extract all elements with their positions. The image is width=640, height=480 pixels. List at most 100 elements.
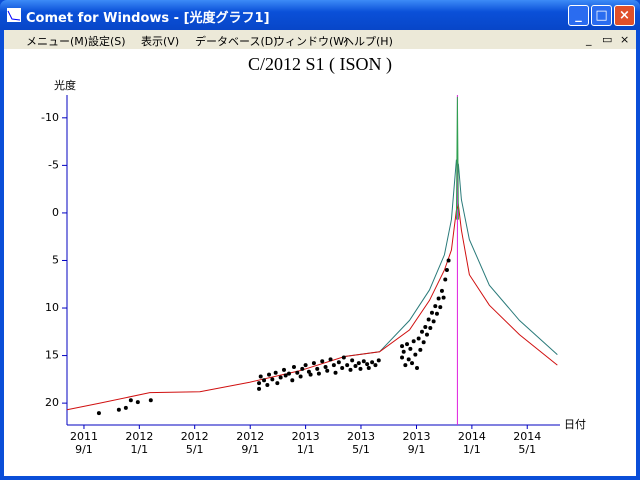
x-tick-label: 2014 — [513, 430, 541, 443]
observation — [413, 352, 418, 357]
y-tick-label: 15 — [45, 349, 59, 362]
y-tick-label: 10 — [45, 301, 59, 314]
maximize-button[interactable]: □ — [591, 5, 612, 26]
observation — [267, 372, 272, 377]
observation — [403, 363, 408, 368]
observation — [281, 367, 286, 372]
observation — [356, 361, 361, 366]
menu-item[interactable]: 表示(V) — [141, 35, 180, 48]
window-title: Comet for Windows - [光度グラフ1] — [26, 11, 270, 26]
observation — [275, 381, 280, 386]
x-tick-label: 2013 — [347, 430, 375, 443]
menu-item[interactable]: 設定(S) — [88, 35, 126, 48]
observation — [345, 363, 350, 368]
minimize-button[interactable]: _ — [568, 5, 589, 26]
observation — [295, 370, 300, 375]
observation — [323, 364, 328, 369]
menu-item[interactable]: ウィンドウ(W) — [274, 35, 349, 48]
observation — [419, 329, 424, 334]
child-restore[interactable]: ▭ — [602, 33, 613, 46]
curve — [344, 159, 558, 358]
observation — [426, 317, 431, 322]
close-button[interactable]: × — [614, 5, 635, 26]
x-tick-label: 9/1 — [241, 443, 259, 456]
observation — [400, 355, 405, 360]
y-tick-label: 20 — [45, 396, 59, 409]
x-tick-label: 5/1 — [352, 443, 370, 456]
x-tick-label: 1/1 — [463, 443, 481, 456]
observation — [411, 339, 416, 344]
observation — [278, 375, 283, 380]
observation — [328, 357, 333, 362]
x-tick-label: 1/1 — [297, 443, 315, 456]
observation — [316, 371, 321, 376]
observation — [438, 305, 443, 310]
observation — [291, 364, 296, 369]
observation — [123, 405, 128, 410]
observation — [365, 362, 370, 367]
chart: C/2012 S1 ( ISON ) 光度 日付 -10 -5 0 5 10 15 20 20… — [41, 54, 586, 456]
observation — [415, 365, 420, 370]
observation — [358, 366, 363, 371]
observation — [408, 346, 413, 351]
y-axis-label: 光度 — [54, 78, 76, 92]
observation — [273, 370, 278, 375]
observation — [366, 365, 371, 370]
observation — [401, 349, 406, 354]
y-tick-label: 5 — [52, 253, 59, 266]
x-tick-label: 1/1 — [130, 443, 148, 456]
x-tick-label: 2013 — [403, 430, 431, 443]
menu-item[interactable]: データベース(D) — [195, 35, 278, 48]
observation — [406, 357, 411, 362]
app-icon — [7, 8, 21, 22]
observation — [446, 258, 451, 263]
observation — [265, 383, 270, 388]
observation — [434, 311, 439, 316]
observation — [428, 325, 433, 330]
x-tick-label: 5/1 — [186, 443, 204, 456]
observation — [148, 398, 153, 403]
observation — [286, 371, 291, 376]
observation — [443, 277, 448, 282]
observation — [431, 319, 436, 324]
observation — [315, 366, 320, 371]
menu-item[interactable]: ヘルプ(H) — [343, 35, 393, 48]
chart-title: C/2012 S1 ( ISON ) — [248, 54, 392, 75]
observation — [257, 386, 262, 391]
x-tick-label: 9/1 — [75, 443, 93, 456]
observation — [341, 355, 346, 360]
observation — [433, 304, 438, 309]
observation — [308, 372, 313, 377]
observation — [421, 340, 426, 345]
observation — [96, 411, 101, 416]
child-close[interactable]: × — [620, 33, 630, 46]
observation — [436, 296, 441, 301]
menu-bar: メニュー(M) 設定(S) 表示(V) データベース(D) ウィンドウ(W) ヘ… — [4, 30, 636, 49]
observation — [416, 336, 421, 341]
x-tick-label: 5/1 — [518, 443, 536, 456]
x-tick-label: 2013 — [292, 430, 320, 443]
child-minimize[interactable]: _ — [586, 33, 592, 46]
observation — [376, 358, 381, 363]
x-tick-label: 2011 — [70, 430, 98, 443]
menu-item[interactable]: メニュー(M) — [26, 35, 89, 48]
observation — [400, 344, 405, 349]
observation — [320, 359, 325, 364]
observation — [340, 365, 345, 370]
observation — [424, 332, 429, 337]
observation — [418, 347, 423, 352]
observation — [128, 398, 133, 403]
observation — [298, 374, 303, 379]
x-tick-label: 2012 — [236, 430, 264, 443]
observation — [361, 359, 366, 364]
observation — [348, 367, 353, 372]
observation — [333, 370, 338, 375]
title-bar: Comet for Windows - [光度グラフ1] _ □ × — [0, 0, 640, 30]
observation — [350, 358, 355, 363]
observation — [370, 360, 375, 365]
client-area: C/2012 S1 ( ISON ) 光度 日付 -10 -5 0 5 10 15 20 20… — [4, 49, 636, 476]
x-tick-label: 2012 — [125, 430, 153, 443]
observation — [270, 377, 275, 382]
observation — [311, 361, 316, 366]
